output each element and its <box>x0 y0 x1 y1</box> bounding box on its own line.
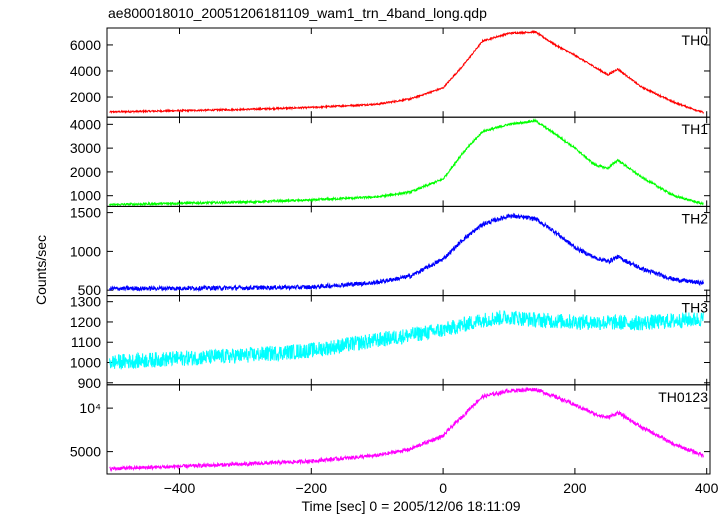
y-tick-label: 4000 <box>70 116 101 132</box>
y-tick-label: 1000 <box>70 243 101 259</box>
y-tick-label: 5000 <box>70 444 101 460</box>
panel-label-th0123: TH0123 <box>658 389 708 405</box>
y-tick-label: 1500 <box>70 205 101 221</box>
x-tick-label: 400 <box>695 480 719 496</box>
series-line-th2 <box>109 212 704 293</box>
y-tick-label: 1000 <box>70 355 101 371</box>
y-tick-label: 3000 <box>70 140 101 156</box>
y-tick-label: 1300 <box>70 294 101 310</box>
y-tick-label: 900 <box>78 375 102 391</box>
panel-frame-th0 <box>106 27 711 118</box>
y-tick-label: 2000 <box>70 164 101 180</box>
series-line-th3 <box>109 310 704 370</box>
series-line-th1 <box>109 117 704 208</box>
y-axis-label: Counts/sec <box>33 235 49 305</box>
x-axis-label: Time [sec] 0 = 2005/12/06 18:11:09 <box>301 498 520 514</box>
x-tick-label: −200 <box>296 480 328 496</box>
y-tick-label: 1200 <box>70 314 101 330</box>
y-tick-label: 1100 <box>71 334 101 350</box>
panel-label-th1: TH1 <box>682 121 709 137</box>
panel-label-th0: TH0 <box>682 32 709 48</box>
panel-label-th2: TH2 <box>682 210 709 226</box>
y-tick-label: 6000 <box>70 37 101 53</box>
panel-label-th3: TH3 <box>682 300 709 316</box>
panel-frame-th0123 <box>106 384 711 475</box>
x-tick-label: 200 <box>563 480 587 496</box>
y-tick-label: 4000 <box>70 63 101 79</box>
series-line-th0 <box>109 29 704 115</box>
panel-frame-th2 <box>106 205 711 297</box>
y-tick-label: 10⁴ <box>79 400 101 416</box>
y-tick-label: 2000 <box>70 89 101 105</box>
y-tick-label: 500 <box>78 282 102 298</box>
x-tick-label: 0 <box>439 480 447 496</box>
panel-frame-th3 <box>106 295 711 386</box>
series-line-th0123 <box>109 386 704 473</box>
y-tick-label: 1000 <box>70 188 101 204</box>
x-tick-label: −400 <box>164 480 196 496</box>
chart-title: ae800018010_20051206181109_wam1_trn_4ban… <box>108 5 487 21</box>
